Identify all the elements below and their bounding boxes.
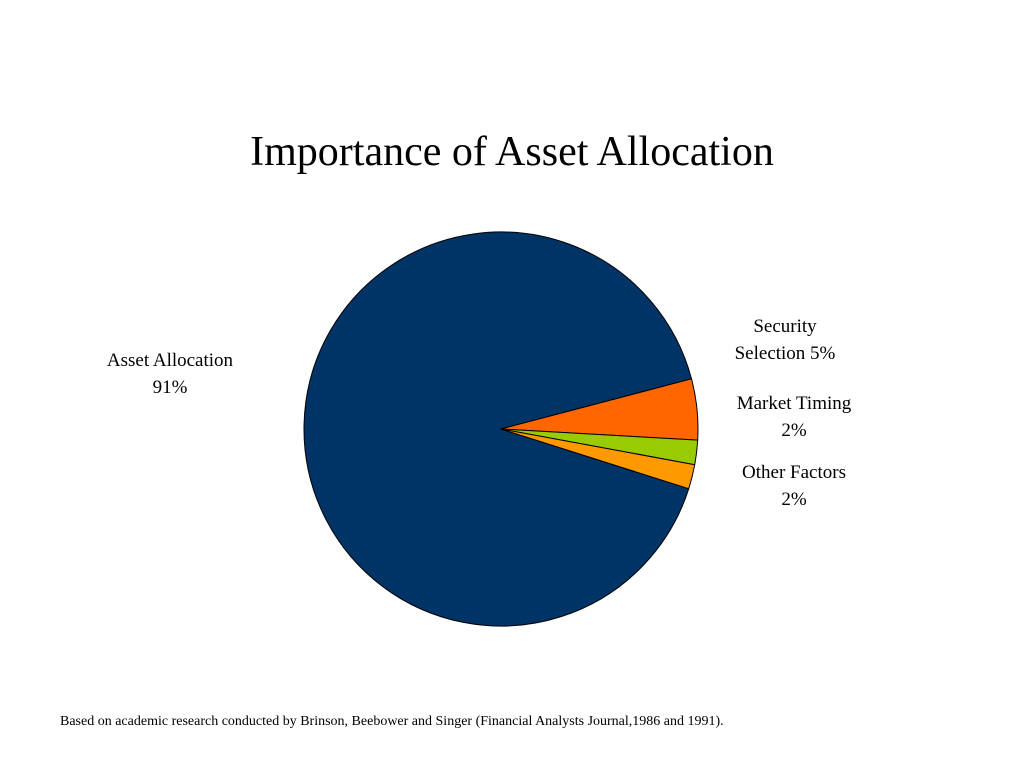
label-security-selection-line-1: Security xyxy=(753,316,817,337)
label-asset-allocation-line-2: 91% xyxy=(152,377,188,398)
label-other-factors-line-1: Other Factors xyxy=(742,462,846,483)
label-other-factors: Other Factors 2% xyxy=(714,459,874,513)
label-market-timing-line-2: 2% xyxy=(781,420,807,441)
label-market-timing: Market Timing 2% xyxy=(714,390,874,444)
label-market-timing-line-1: Market Timing xyxy=(736,393,852,414)
chart-title: Importance of Asset Allocation xyxy=(250,129,774,175)
label-security-selection-line-2: Selection 5% xyxy=(734,343,836,364)
label-security-selection: Security Selection 5% xyxy=(700,313,870,367)
label-other-factors-line-2: 2% xyxy=(781,489,807,510)
pie-slice-other-factors xyxy=(500,428,696,490)
footnote: Based on academic research conducted by … xyxy=(60,714,724,729)
label-asset-allocation-line-1: Asset Allocation xyxy=(106,350,234,371)
pie-slice-asset-allocation xyxy=(303,231,692,627)
label-asset-allocation: Asset Allocation 91% xyxy=(80,347,260,401)
